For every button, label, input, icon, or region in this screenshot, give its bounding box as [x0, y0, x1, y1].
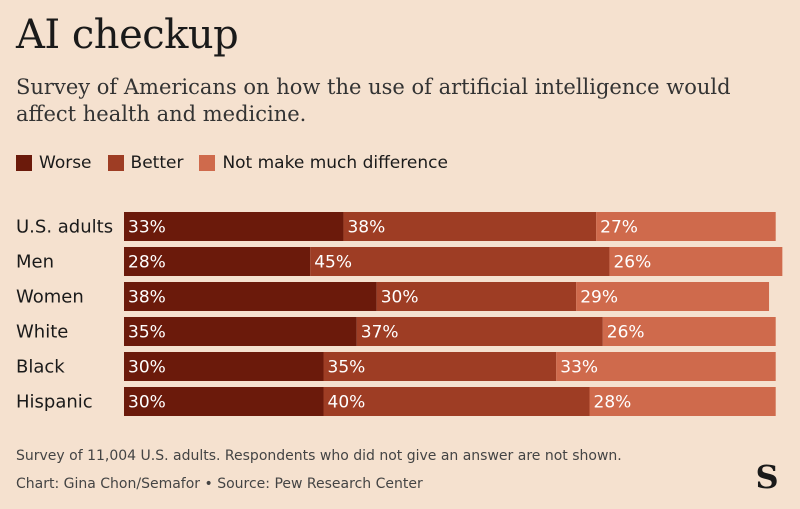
bar-men-worse [124, 247, 311, 276]
bar-black-worse [124, 352, 324, 381]
bar-hispanic-better [323, 387, 590, 416]
legend-label-worse: Worse [39, 153, 92, 173]
data-label-hispanic-no-difference: 28% [594, 393, 632, 413]
data-label-black-worse: 30% [128, 358, 166, 378]
bar-black-better [323, 352, 557, 381]
stacked-bar-chart: U.S. adults 33% 38% 27% Men 28% 45% 26% Women 38%… [16, 212, 783, 416]
data-label-u-s-adults-no-difference: 27% [600, 218, 638, 238]
legend: Worse Better Not make much difference [16, 153, 464, 173]
category-label-white: White [16, 322, 68, 343]
bar-hispanic-no-difference [589, 387, 776, 416]
chart-title: AI checkup [16, 12, 239, 58]
category-label-hispanic: Hispanic [16, 392, 93, 413]
legend-item-better: Better [107, 153, 184, 173]
category-label-black: Black [16, 357, 65, 378]
bar-hispanic-worse [124, 387, 324, 416]
data-label-women-better: 30% [381, 288, 419, 308]
bar-u-s-adults-no-difference [596, 212, 776, 241]
data-label-hispanic-better: 40% [328, 393, 366, 413]
legend-swatch-no-difference [199, 155, 216, 171]
bar-women-no-difference [576, 282, 770, 311]
data-label-black-no-difference: 33% [560, 358, 598, 378]
legend-item-no-difference: Not make much difference [199, 153, 448, 173]
bar-u-s-adults-better [343, 212, 597, 241]
bar-men-better [310, 247, 610, 276]
category-label-women: Women [16, 287, 84, 308]
data-label-white-better: 37% [361, 323, 399, 343]
data-label-white-no-difference: 26% [607, 323, 645, 343]
data-label-white-worse: 35% [128, 323, 166, 343]
data-label-men-no-difference: 26% [613, 253, 651, 273]
bar-white-better [356, 317, 603, 346]
legend-swatch-better [107, 155, 124, 171]
logo-letter: S [755, 462, 778, 492]
data-label-hispanic-worse: 30% [128, 393, 166, 413]
chart-subtitle: Survey of Americans on how the use of ar… [16, 75, 731, 127]
data-label-men-better: 45% [314, 253, 352, 273]
legend-label-better: Better [130, 153, 184, 173]
data-label-u-s-adults-worse: 33% [128, 218, 166, 238]
bar-u-s-adults-worse [124, 212, 344, 241]
bar-white-worse [124, 317, 357, 346]
data-label-black-better: 35% [328, 358, 366, 378]
semafor-logo-icon: S [755, 462, 778, 492]
bar-black-no-difference [556, 352, 776, 381]
data-label-men-worse: 28% [128, 253, 166, 273]
category-label-u-s-adults: U.S. adults [16, 217, 113, 238]
legend-item-worse: Worse [16, 153, 92, 173]
source-credit: Chart: Gina Chon/Semafor • Source: Pew R… [16, 476, 423, 492]
data-label-u-s-adults-better: 38% [347, 218, 385, 238]
bar-women-worse [124, 282, 377, 311]
bar-men-no-difference [609, 247, 783, 276]
footnote: Survey of 11,004 U.S. adults. Respondent… [16, 448, 622, 464]
bar-white-no-difference [602, 317, 776, 346]
category-label-men: Men [16, 252, 54, 273]
data-label-women-no-difference: 29% [580, 288, 618, 308]
data-label-women-worse: 38% [128, 288, 166, 308]
legend-swatch-worse [16, 155, 32, 171]
bar-women-better [376, 282, 577, 311]
legend-label-no-difference: Not make much difference [222, 153, 448, 173]
